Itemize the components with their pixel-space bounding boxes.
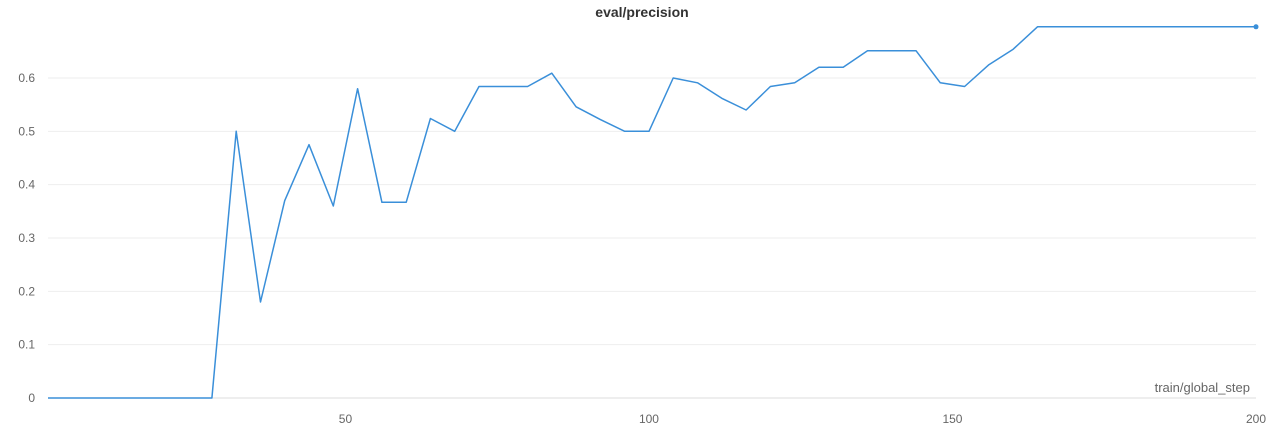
y-tick-label: 0.3 bbox=[18, 231, 35, 245]
x-axis-label: train/global_step bbox=[1155, 380, 1250, 395]
series-layer bbox=[48, 24, 1259, 399]
y-tick-label: 0.6 bbox=[18, 71, 35, 85]
grid bbox=[48, 77, 1256, 346]
y-axis-ticks: 0 0.1 0.2 0.3 0.4 0.5 0.6 bbox=[18, 71, 35, 405]
series-line bbox=[48, 26, 1256, 399]
y-tick-label: 0.1 bbox=[18, 338, 35, 352]
y-tick-label: 0.4 bbox=[18, 178, 35, 192]
x-tick-label: 200 bbox=[1246, 412, 1266, 426]
y-tick-label: 0 bbox=[28, 391, 35, 405]
chart-title: eval/precision bbox=[595, 4, 688, 20]
x-tick-label: 50 bbox=[339, 412, 353, 426]
x-tick-label: 150 bbox=[942, 412, 962, 426]
x-tick-label: 100 bbox=[639, 412, 659, 426]
series-end-point bbox=[1253, 24, 1259, 30]
y-tick-label: 0.2 bbox=[18, 284, 35, 298]
x-axis-ticks: 50 100 150 200 bbox=[339, 412, 1267, 426]
y-tick-label: 0.5 bbox=[18, 124, 35, 138]
